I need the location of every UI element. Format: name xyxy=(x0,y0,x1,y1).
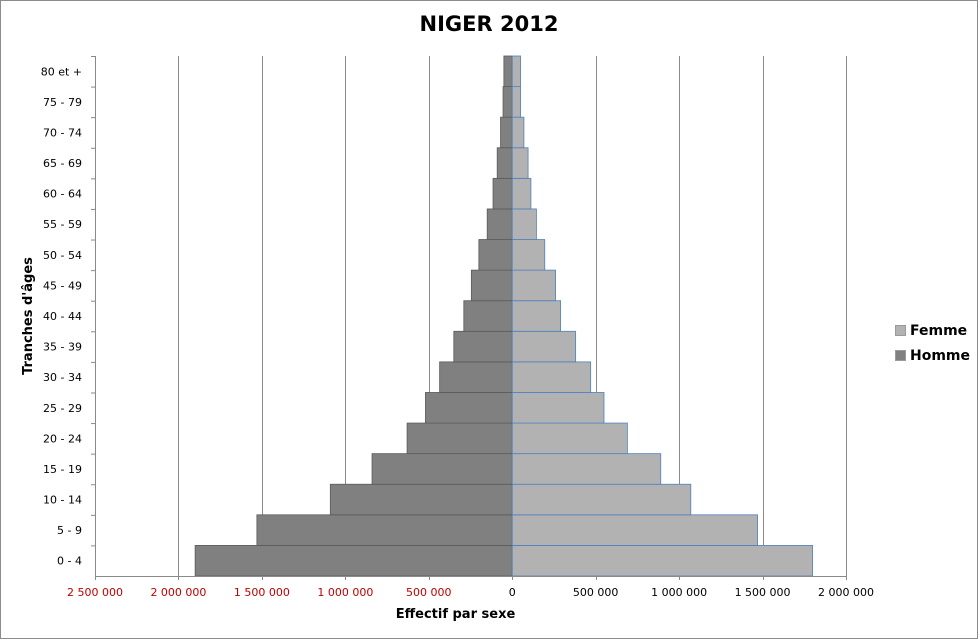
bar-homme-10 xyxy=(478,239,513,271)
category-label-16: 80 et + xyxy=(41,65,82,78)
category-label-2: 10 - 14 xyxy=(43,494,82,507)
bar-femme-6 xyxy=(511,361,592,393)
bar-femme-11 xyxy=(511,208,537,240)
bar-femme-7 xyxy=(511,330,577,363)
x-tick-label-9: 2 000 000 xyxy=(818,586,874,599)
legend: Femme Homme xyxy=(895,318,970,368)
category-label-7: 35 - 39 xyxy=(43,341,82,354)
bar-femme-3 xyxy=(511,453,662,485)
bar-femme-16 xyxy=(511,55,521,87)
category-label-10: 50 - 54 xyxy=(43,249,82,262)
category-label-12: 60 - 64 xyxy=(43,188,82,201)
bar-homme-16 xyxy=(503,55,513,87)
bar-femme-0 xyxy=(511,545,814,577)
bar-homme-12 xyxy=(492,177,513,210)
bar-femme-15 xyxy=(511,86,521,118)
x-tick-label-4: 500 000 xyxy=(406,586,452,599)
bar-homme-14 xyxy=(500,116,513,149)
legend-swatch-femme xyxy=(895,325,906,336)
category-label-3: 15 - 19 xyxy=(43,463,82,476)
bar-femme-5 xyxy=(511,392,605,424)
bar-homme-9 xyxy=(470,269,513,302)
bar-homme-0 xyxy=(194,545,513,577)
bar-homme-4 xyxy=(406,422,513,455)
bar-femme-14 xyxy=(511,116,525,149)
y-axis-title: Tranches d'âges xyxy=(21,257,36,375)
bar-femme-10 xyxy=(511,239,546,271)
category-label-11: 55 - 59 xyxy=(43,218,82,231)
x-tick-label-5: 0 xyxy=(509,586,516,599)
legend-label-homme: Homme xyxy=(910,347,971,364)
bar-homme-11 xyxy=(486,208,513,240)
x-tick-label-0: 2 500 000 xyxy=(67,586,123,599)
category-label-0: 0 - 4 xyxy=(57,555,82,568)
x-tick-label-3: 1 000 000 xyxy=(317,586,373,599)
bar-femme-2 xyxy=(511,483,692,516)
bar-homme-15 xyxy=(502,86,513,118)
legend-label-femme: Femme xyxy=(910,322,968,339)
bar-homme-2 xyxy=(329,483,513,516)
legend-swatch-homme xyxy=(895,350,906,361)
bar-homme-1 xyxy=(256,514,513,546)
bar-femme-9 xyxy=(511,269,557,302)
bar-femme-13 xyxy=(511,147,529,179)
category-label-8: 40 - 44 xyxy=(43,310,82,323)
category-label-1: 5 - 9 xyxy=(57,524,82,537)
category-label-13: 65 - 69 xyxy=(43,157,82,170)
category-label-14: 70 - 74 xyxy=(43,126,82,139)
category-label-9: 45 - 49 xyxy=(43,279,82,292)
bar-homme-7 xyxy=(453,330,513,363)
x-tick-label-2: 1 500 000 xyxy=(234,586,290,599)
bar-femme-4 xyxy=(511,422,628,455)
category-label-6: 30 - 34 xyxy=(43,371,82,384)
legend-item-femme: Femme xyxy=(895,318,970,343)
category-label-5: 25 - 29 xyxy=(43,402,82,415)
bar-femme-1 xyxy=(511,514,758,546)
x-tick-label-7: 1 000 000 xyxy=(651,586,707,599)
x-tick-label-6: 500 000 xyxy=(573,586,619,599)
x-tick-label-8: 1 500 000 xyxy=(735,586,791,599)
bar-homme-6 xyxy=(439,361,513,393)
bar-homme-13 xyxy=(496,147,513,179)
chart-title: NIGER 2012 xyxy=(419,12,559,36)
bar-homme-8 xyxy=(463,300,513,332)
bar-femme-12 xyxy=(511,177,532,210)
x-axis-title: Effectif par sexe xyxy=(396,607,516,622)
category-label-4: 20 - 24 xyxy=(43,432,82,445)
bar-homme-3 xyxy=(371,453,513,485)
bar-homme-5 xyxy=(425,392,513,424)
x-tick-label-1: 2 000 000 xyxy=(150,586,206,599)
bar-femme-8 xyxy=(511,300,562,332)
legend-item-homme: Homme xyxy=(895,343,970,368)
category-label-15: 75 - 79 xyxy=(43,96,82,109)
